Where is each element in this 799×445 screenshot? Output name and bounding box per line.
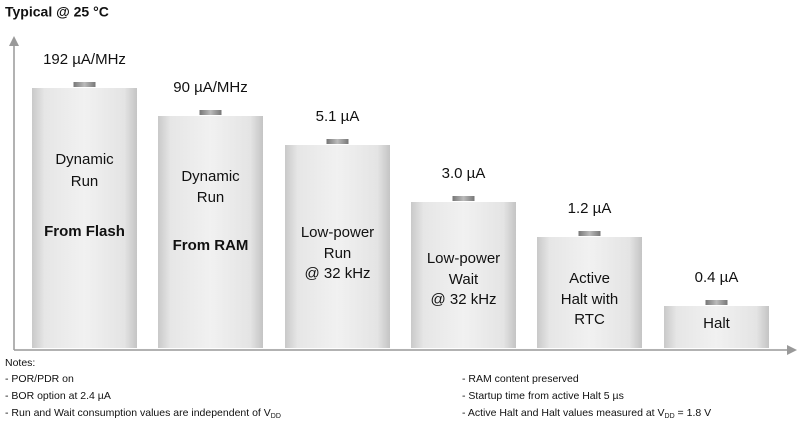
battery bbox=[285, 145, 390, 348]
value-label: 1.2 µA bbox=[568, 200, 612, 217]
mode-label: Low-power bbox=[301, 224, 374, 241]
note: - BOR option at 2.4 µA bbox=[5, 390, 111, 402]
battery-cap bbox=[73, 82, 96, 87]
battery bbox=[664, 306, 769, 348]
mode-label: Run bbox=[197, 189, 225, 206]
battery-cap bbox=[705, 300, 728, 305]
note-part: - POR/PDR on bbox=[5, 373, 74, 385]
mode-label: Halt with bbox=[561, 291, 619, 308]
note: - Active Halt and Halt values measured a… bbox=[462, 407, 711, 420]
mode-label: Dynamic bbox=[55, 151, 114, 168]
notes-heading: Notes: bbox=[5, 357, 35, 369]
note-part: - RAM content preserved bbox=[462, 373, 579, 385]
note-part: = 1.8 V bbox=[675, 407, 711, 419]
note-part: DD bbox=[665, 413, 675, 420]
battery bbox=[411, 202, 516, 348]
mode-label: @ 32 kHz bbox=[304, 265, 370, 282]
note: - POR/PDR on bbox=[5, 373, 74, 385]
mode-label: Active bbox=[569, 270, 610, 287]
value-label: 5.1 µA bbox=[316, 108, 360, 125]
battery-cap bbox=[199, 110, 222, 115]
mode-label: RTC bbox=[574, 311, 605, 328]
value-label: 192 µA/MHz bbox=[43, 51, 126, 68]
mode-label: Halt bbox=[703, 315, 731, 332]
mode-label: Run bbox=[71, 173, 99, 190]
value-label: 90 µA/MHz bbox=[173, 79, 248, 96]
mode-label: @ 32 kHz bbox=[430, 291, 496, 308]
battery-cap bbox=[578, 231, 601, 236]
y-arrow bbox=[9, 36, 19, 46]
note-part: - BOR option at 2.4 µA bbox=[5, 390, 111, 402]
note: - Startup time from active Halt 5 µs bbox=[462, 390, 624, 402]
battery-cap bbox=[452, 196, 475, 201]
x-arrow bbox=[787, 345, 797, 355]
battery bbox=[32, 88, 137, 348]
note-part: - Active Halt and Halt values measured a… bbox=[462, 407, 665, 419]
note: - Run and Wait consumption values are in… bbox=[5, 407, 281, 420]
battery bbox=[158, 116, 263, 348]
mode-label: Low-power bbox=[427, 250, 500, 267]
note-part: DD bbox=[271, 413, 281, 420]
mode-label: Dynamic bbox=[181, 168, 240, 185]
battery-cap bbox=[326, 139, 349, 144]
note-part: - Run and Wait consumption values are in… bbox=[5, 407, 271, 419]
mode-label: Run bbox=[324, 245, 352, 262]
title: Typical @ 25 °C bbox=[5, 4, 109, 20]
note-part: - Startup time from active Halt 5 µs bbox=[462, 390, 624, 402]
battery bbox=[537, 237, 642, 348]
mode-label: Wait bbox=[449, 271, 479, 288]
memory-label: From Flash bbox=[44, 223, 125, 240]
memory-label: From RAM bbox=[173, 237, 249, 254]
value-label: 0.4 µA bbox=[695, 269, 739, 286]
value-label: 3.0 µA bbox=[442, 165, 486, 182]
note: - RAM content preserved bbox=[462, 373, 579, 385]
